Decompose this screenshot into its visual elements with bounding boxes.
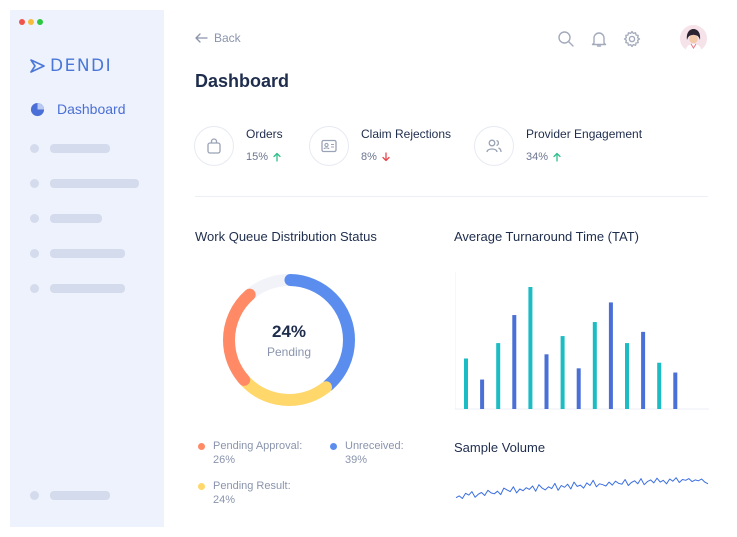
stat-value: 15%: [246, 151, 269, 163]
close-window-button[interactable]: [19, 19, 25, 25]
users-icon: [486, 139, 502, 153]
back-label: Back: [214, 31, 241, 45]
bell-icon[interactable]: [590, 30, 608, 48]
tat-bar: [641, 331, 646, 409]
sidebar-item-placeholder[interactable]: [30, 283, 125, 293]
tat-bar: [496, 343, 501, 409]
donut-center-value: 24%: [271, 321, 307, 341]
sample-volume-series: [455, 477, 709, 499]
stat-name: Provider Engagement: [526, 127, 643, 141]
window-controls: [19, 19, 43, 25]
donut-chart: [223, 274, 355, 406]
user-avatar-icon: [680, 25, 707, 52]
stat-icon-wrap: [194, 126, 234, 166]
stat-icon-wrap: [309, 126, 349, 166]
sidebar-item-label: Dashboard: [57, 101, 126, 117]
brand-logo[interactable]: DENDI: [30, 56, 112, 76]
tat-bar-chart: [454, 272, 709, 410]
sidebar-item-placeholder[interactable]: [30, 178, 139, 188]
tat-title: Average Turnaround Time (TAT): [454, 229, 639, 244]
stat-value: 34%: [526, 151, 549, 163]
arrow-up-icon: [273, 152, 281, 162]
sidebar-item-placeholder[interactable]: [30, 213, 102, 223]
legend-value: 26%: [213, 454, 236, 466]
legend-label: Pending Result:: [213, 480, 291, 492]
legend-item: Pending Approval: 26%: [198, 439, 302, 467]
legend-label: Unreceived:: [345, 440, 404, 452]
pie-chart-icon: [30, 102, 45, 116]
page-title: Dashboard: [195, 71, 290, 91]
avatar[interactable]: [680, 25, 707, 52]
bag-icon: [207, 138, 221, 154]
donut-center-label: Pending: [266, 344, 312, 359]
tat-bar: [657, 362, 662, 409]
back-link[interactable]: Back: [195, 31, 241, 45]
divider: [195, 196, 708, 197]
header-actions: [557, 30, 641, 48]
donut-center: 24% Pending: [219, 270, 359, 410]
tat-bar: [464, 358, 468, 409]
sidebar-item-placeholder[interactable]: [30, 490, 110, 500]
sample-volume-line: [455, 477, 709, 499]
work-queue-title: Work Queue Distribution Status: [195, 229, 377, 244]
stat-provider-engagement[interactable]: Provider Engagement 34%: [474, 126, 642, 166]
stat-orders[interactable]: Orders 15%: [194, 126, 283, 166]
brand-name: DENDI: [50, 56, 113, 76]
gear-icon[interactable]: [623, 30, 641, 48]
donut-segment-unreceived: [223, 274, 355, 406]
maximize-window-button[interactable]: [37, 19, 43, 25]
stat-name: Orders: [246, 127, 283, 141]
tat-bar: [480, 379, 485, 409]
arrow-down-icon: [382, 152, 390, 162]
sidebar-item-placeholder[interactable]: [30, 143, 110, 153]
tat-bar: [576, 368, 581, 409]
stat-name: Claim Rejections: [361, 127, 452, 141]
legend-label: Pending Approval:: [213, 440, 303, 452]
stat-claim-rejections[interactable]: Claim Rejections 8%: [309, 126, 451, 166]
tat-bar: [560, 336, 565, 409]
id-card-icon: [321, 139, 337, 153]
sample-volume-title: Sample Volume: [454, 440, 546, 455]
tat-bar: [528, 287, 533, 409]
tat-bar: [608, 302, 613, 409]
stat-icon-wrap: [474, 126, 514, 166]
sample-volume-chart: [455, 470, 709, 506]
tat-bar: [673, 372, 678, 409]
legend-dot: [198, 443, 205, 450]
legend-dot: [198, 483, 205, 490]
legend-value: 39%: [345, 454, 368, 466]
logo-arrow-icon: [30, 59, 45, 73]
donut-segment-pending-approval: [223, 274, 355, 406]
search-icon[interactable]: [557, 30, 575, 48]
sidebar-item-placeholder[interactable]: [30, 248, 125, 258]
legend-dot: [330, 443, 337, 450]
donut-segment-pending-result: [223, 274, 355, 406]
arrow-left-icon: [195, 33, 208, 43]
legend-value: 24%: [213, 494, 236, 506]
tat-bar: [512, 315, 517, 409]
legend-item: Pending Result: 24%: [198, 479, 291, 507]
arrow-up-icon: [553, 152, 561, 162]
legend-item: Unreceived: 39%: [330, 439, 404, 467]
tat-chart: [454, 272, 709, 414]
stat-value: 8%: [361, 151, 377, 163]
minimize-window-button[interactable]: [28, 19, 34, 25]
work-queue-donut: 24% Pending: [219, 270, 359, 410]
tat-bar: [592, 322, 597, 409]
tat-bar: [625, 343, 629, 409]
sidebar: DENDI Dashboard: [10, 10, 164, 527]
tat-bar: [544, 354, 549, 409]
sidebar-item-dashboard[interactable]: Dashboard: [30, 101, 126, 117]
